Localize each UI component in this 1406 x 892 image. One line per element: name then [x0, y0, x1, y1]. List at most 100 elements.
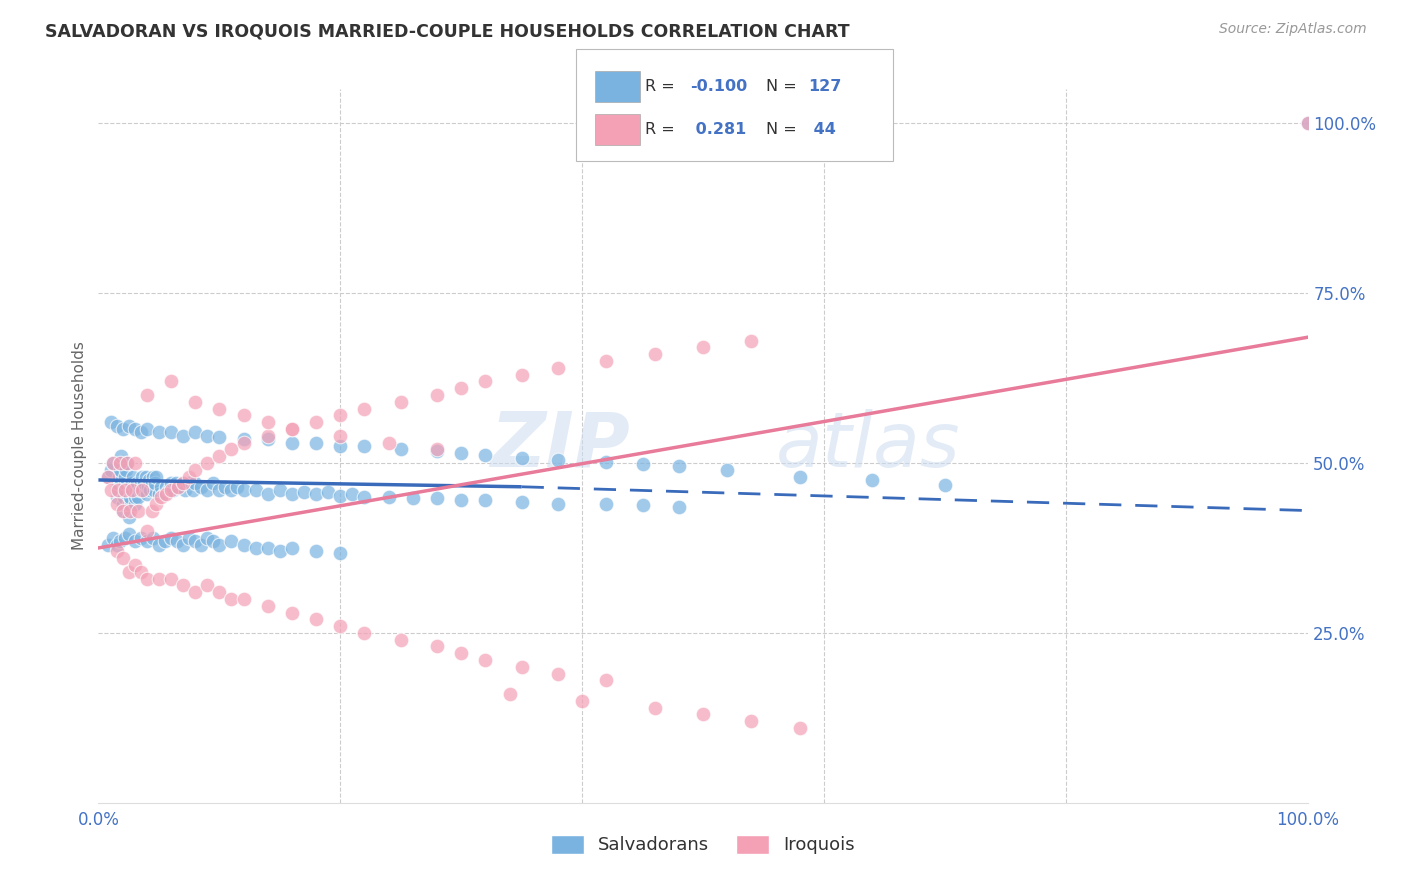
- Point: [547, 497, 569, 511]
- Point: [108, 463, 131, 477]
- Point: [124, 497, 146, 511]
- Point: [148, 425, 170, 440]
- Point: [353, 401, 375, 416]
- Point: [135, 534, 157, 549]
- Text: R =: R =: [645, 122, 675, 136]
- Point: [108, 469, 131, 483]
- Point: [114, 476, 136, 491]
- Point: [118, 565, 141, 579]
- Point: [644, 700, 666, 714]
- Point: [377, 435, 399, 450]
- Point: [105, 497, 128, 511]
- Point: [131, 483, 153, 498]
- Text: 44: 44: [808, 122, 837, 136]
- Point: [316, 484, 339, 499]
- Point: [208, 449, 231, 463]
- Point: [389, 632, 412, 647]
- Point: [128, 483, 150, 498]
- Point: [162, 483, 184, 498]
- Point: [389, 394, 412, 409]
- Point: [165, 476, 187, 491]
- Point: [305, 435, 328, 450]
- Point: [111, 503, 134, 517]
- Point: [179, 476, 201, 491]
- Point: [100, 483, 122, 498]
- Point: [153, 534, 176, 549]
- Point: [474, 375, 496, 389]
- Point: [105, 544, 128, 558]
- Point: [145, 469, 167, 483]
- Point: [292, 484, 315, 499]
- Point: [167, 480, 190, 494]
- Point: [426, 442, 449, 457]
- Point: [172, 476, 194, 491]
- Point: [208, 537, 231, 551]
- Point: [232, 435, 254, 450]
- Point: [111, 497, 134, 511]
- Point: [135, 388, 157, 402]
- Point: [152, 486, 174, 500]
- Point: [281, 606, 304, 620]
- Point: [474, 493, 496, 508]
- Point: [118, 497, 141, 511]
- Point: [256, 432, 278, 446]
- Point: [256, 541, 278, 555]
- Point: [595, 455, 617, 469]
- Point: [100, 415, 122, 429]
- Point: [221, 483, 243, 498]
- Point: [143, 476, 166, 491]
- Point: [105, 537, 128, 551]
- Point: [142, 531, 165, 545]
- Point: [160, 483, 183, 498]
- Point: [148, 572, 170, 586]
- Point: [226, 480, 249, 494]
- Point: [202, 534, 225, 549]
- Point: [97, 469, 120, 483]
- Point: [105, 490, 128, 504]
- Point: [668, 500, 690, 515]
- Point: [245, 541, 267, 555]
- Point: [145, 497, 167, 511]
- Point: [510, 660, 533, 674]
- Point: [150, 490, 173, 504]
- Point: [547, 452, 569, 467]
- Point: [115, 463, 138, 477]
- Point: [860, 473, 883, 487]
- Point: [107, 483, 129, 498]
- Point: [117, 456, 139, 470]
- Point: [108, 456, 131, 470]
- Point: [426, 388, 449, 402]
- Point: [256, 429, 278, 443]
- Point: [97, 537, 120, 551]
- Point: [498, 687, 520, 701]
- Point: [510, 368, 533, 382]
- Point: [353, 439, 375, 453]
- Point: [135, 524, 157, 538]
- Point: [181, 483, 204, 498]
- Point: [208, 585, 231, 599]
- Text: R =: R =: [645, 79, 675, 94]
- Point: [160, 531, 183, 545]
- Point: [510, 495, 533, 509]
- Text: -0.100: -0.100: [690, 79, 748, 94]
- Point: [108, 534, 131, 549]
- Point: [124, 490, 146, 504]
- Point: [124, 422, 146, 436]
- Point: [305, 415, 328, 429]
- Point: [789, 721, 811, 735]
- Point: [208, 430, 231, 444]
- Point: [571, 694, 593, 708]
- Legend: Salvadorans, Iroquois: Salvadorans, Iroquois: [544, 828, 862, 862]
- Point: [172, 476, 194, 491]
- Point: [190, 537, 212, 551]
- Point: [668, 459, 690, 474]
- Point: [281, 422, 304, 436]
- Point: [148, 486, 170, 500]
- Point: [474, 653, 496, 667]
- Point: [184, 585, 207, 599]
- Point: [172, 537, 194, 551]
- Point: [160, 375, 183, 389]
- Point: [232, 432, 254, 446]
- Point: [167, 480, 190, 494]
- Point: [141, 503, 163, 517]
